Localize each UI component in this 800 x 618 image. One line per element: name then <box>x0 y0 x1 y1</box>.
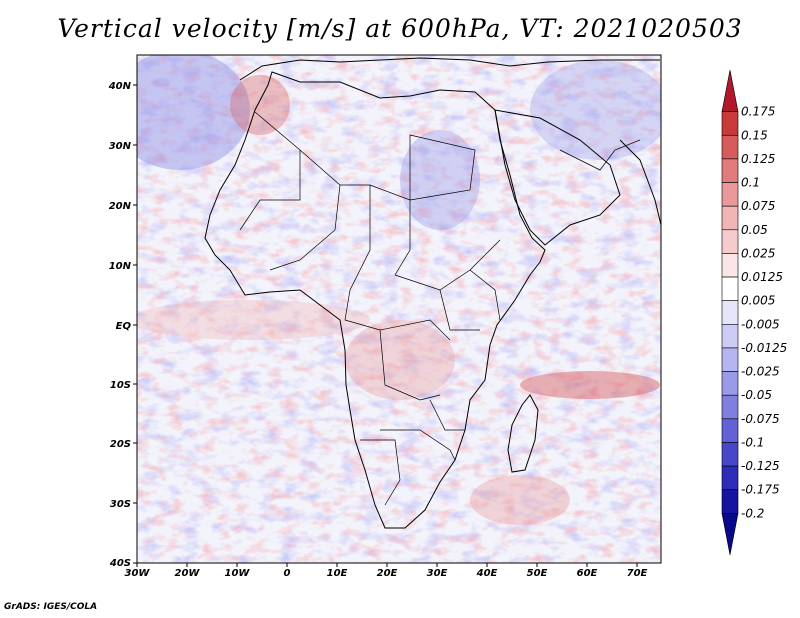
lat-tick-label: 10S <box>110 380 131 391</box>
europe-coastline <box>239 57 660 81</box>
colorbar-segment <box>721 276 739 301</box>
velocity-field <box>137 55 661 563</box>
colorbar-segment <box>721 465 739 491</box>
plot-frame <box>136 54 662 564</box>
lon-tick-label: 10W <box>225 568 251 579</box>
colorbar-label: -0.075 <box>741 412 780 426</box>
lat-tick-label: EQ <box>116 321 132 332</box>
colorbar-label: -0.0125 <box>741 341 787 355</box>
lat-tick-label: 40S <box>109 558 131 569</box>
lon-tick-label: 70E <box>627 568 648 579</box>
colorbar-label: -0.125 <box>741 459 780 473</box>
colorbar-label: -0.1 <box>741 435 764 449</box>
colorbar-segment <box>721 229 739 254</box>
colorbar-segment <box>721 158 739 183</box>
colorbar-label: 0.025 <box>741 246 775 260</box>
page-title: Vertical velocity [m/s] at 600hPa, VT: 2… <box>57 14 743 43</box>
lon-tick-label: 60E <box>577 568 598 579</box>
colorbar-segment <box>721 394 739 420</box>
lat-tick-label: 30S <box>110 499 131 510</box>
colorbar-label: 0.05 <box>741 223 768 237</box>
lon-tick-label: 10E <box>327 568 348 579</box>
lat-tick-label: 20S <box>110 439 131 450</box>
colorbar-segment <box>721 324 739 349</box>
colorbar-label: -0.05 <box>741 388 772 402</box>
lon-tick-label: 20E <box>377 568 398 579</box>
longitude-axis: 30W 20W 10W 0 10E 20E 30E 40E 50E 60E 70… <box>125 563 648 579</box>
colorbar-label: -0.005 <box>741 317 780 331</box>
lon-tick-label: 50E <box>527 568 548 579</box>
colorbar-segment <box>721 134 739 160</box>
colorbar-segment <box>721 253 739 278</box>
colorbar-segment <box>721 347 739 372</box>
colorbar-label: 0.15 <box>741 128 768 142</box>
lon-tick-label: 30E <box>427 568 448 579</box>
colorbar: 0.175 0.15 0.125 0.1 0.075 0.05 0.025 0.0125 0.0… <box>721 69 787 556</box>
coastlines <box>204 57 661 529</box>
latitude-axis: 40N 30N 20N 10N EQ 10S 20S 30S 40S <box>108 81 137 569</box>
colorbar-label: 0.125 <box>741 152 775 166</box>
lat-tick-label: 20N <box>109 201 132 212</box>
lat-tick-label: 30N <box>109 141 132 152</box>
lat-tick-label: 40N <box>108 81 132 92</box>
arabia-coastline <box>494 109 621 246</box>
lon-tick-label: 20W <box>175 568 201 579</box>
colorbar-segment <box>721 205 739 231</box>
lon-tick-label: 0 <box>284 568 291 579</box>
lat-tick-label: 10N <box>109 261 132 272</box>
colorbar-label: 0.075 <box>741 199 775 213</box>
madagascar-coastline <box>507 394 539 473</box>
lon-tick-label: 40E <box>476 568 498 579</box>
colorbar-label: 0.175 <box>741 105 775 119</box>
colorbar-label: 0.0125 <box>741 270 783 284</box>
lon-tick-label: 30W <box>125 568 151 579</box>
colorbar-label: -0.175 <box>741 483 780 497</box>
colorbar-arrow-top <box>721 69 739 112</box>
colorbar-segment <box>721 371 739 396</box>
colorbar-segment <box>721 442 739 467</box>
colorbar-segment <box>721 111 739 136</box>
colorbar-arrow-bottom <box>721 513 739 556</box>
footer-credit: GrADS: IGES/COLA <box>4 602 98 612</box>
india-coastline <box>619 139 661 226</box>
colorbar-segment <box>721 489 739 514</box>
colorbar-label: 0.1 <box>741 176 760 190</box>
colorbar-segment <box>721 182 739 207</box>
colorbar-label: -0.025 <box>741 365 780 379</box>
colorbar-label: 0.005 <box>741 294 775 308</box>
country-borders <box>239 111 641 506</box>
colorbar-label: -0.2 <box>741 506 764 520</box>
colorbar-segment <box>721 300 739 325</box>
colorbar-segment <box>721 418 739 443</box>
